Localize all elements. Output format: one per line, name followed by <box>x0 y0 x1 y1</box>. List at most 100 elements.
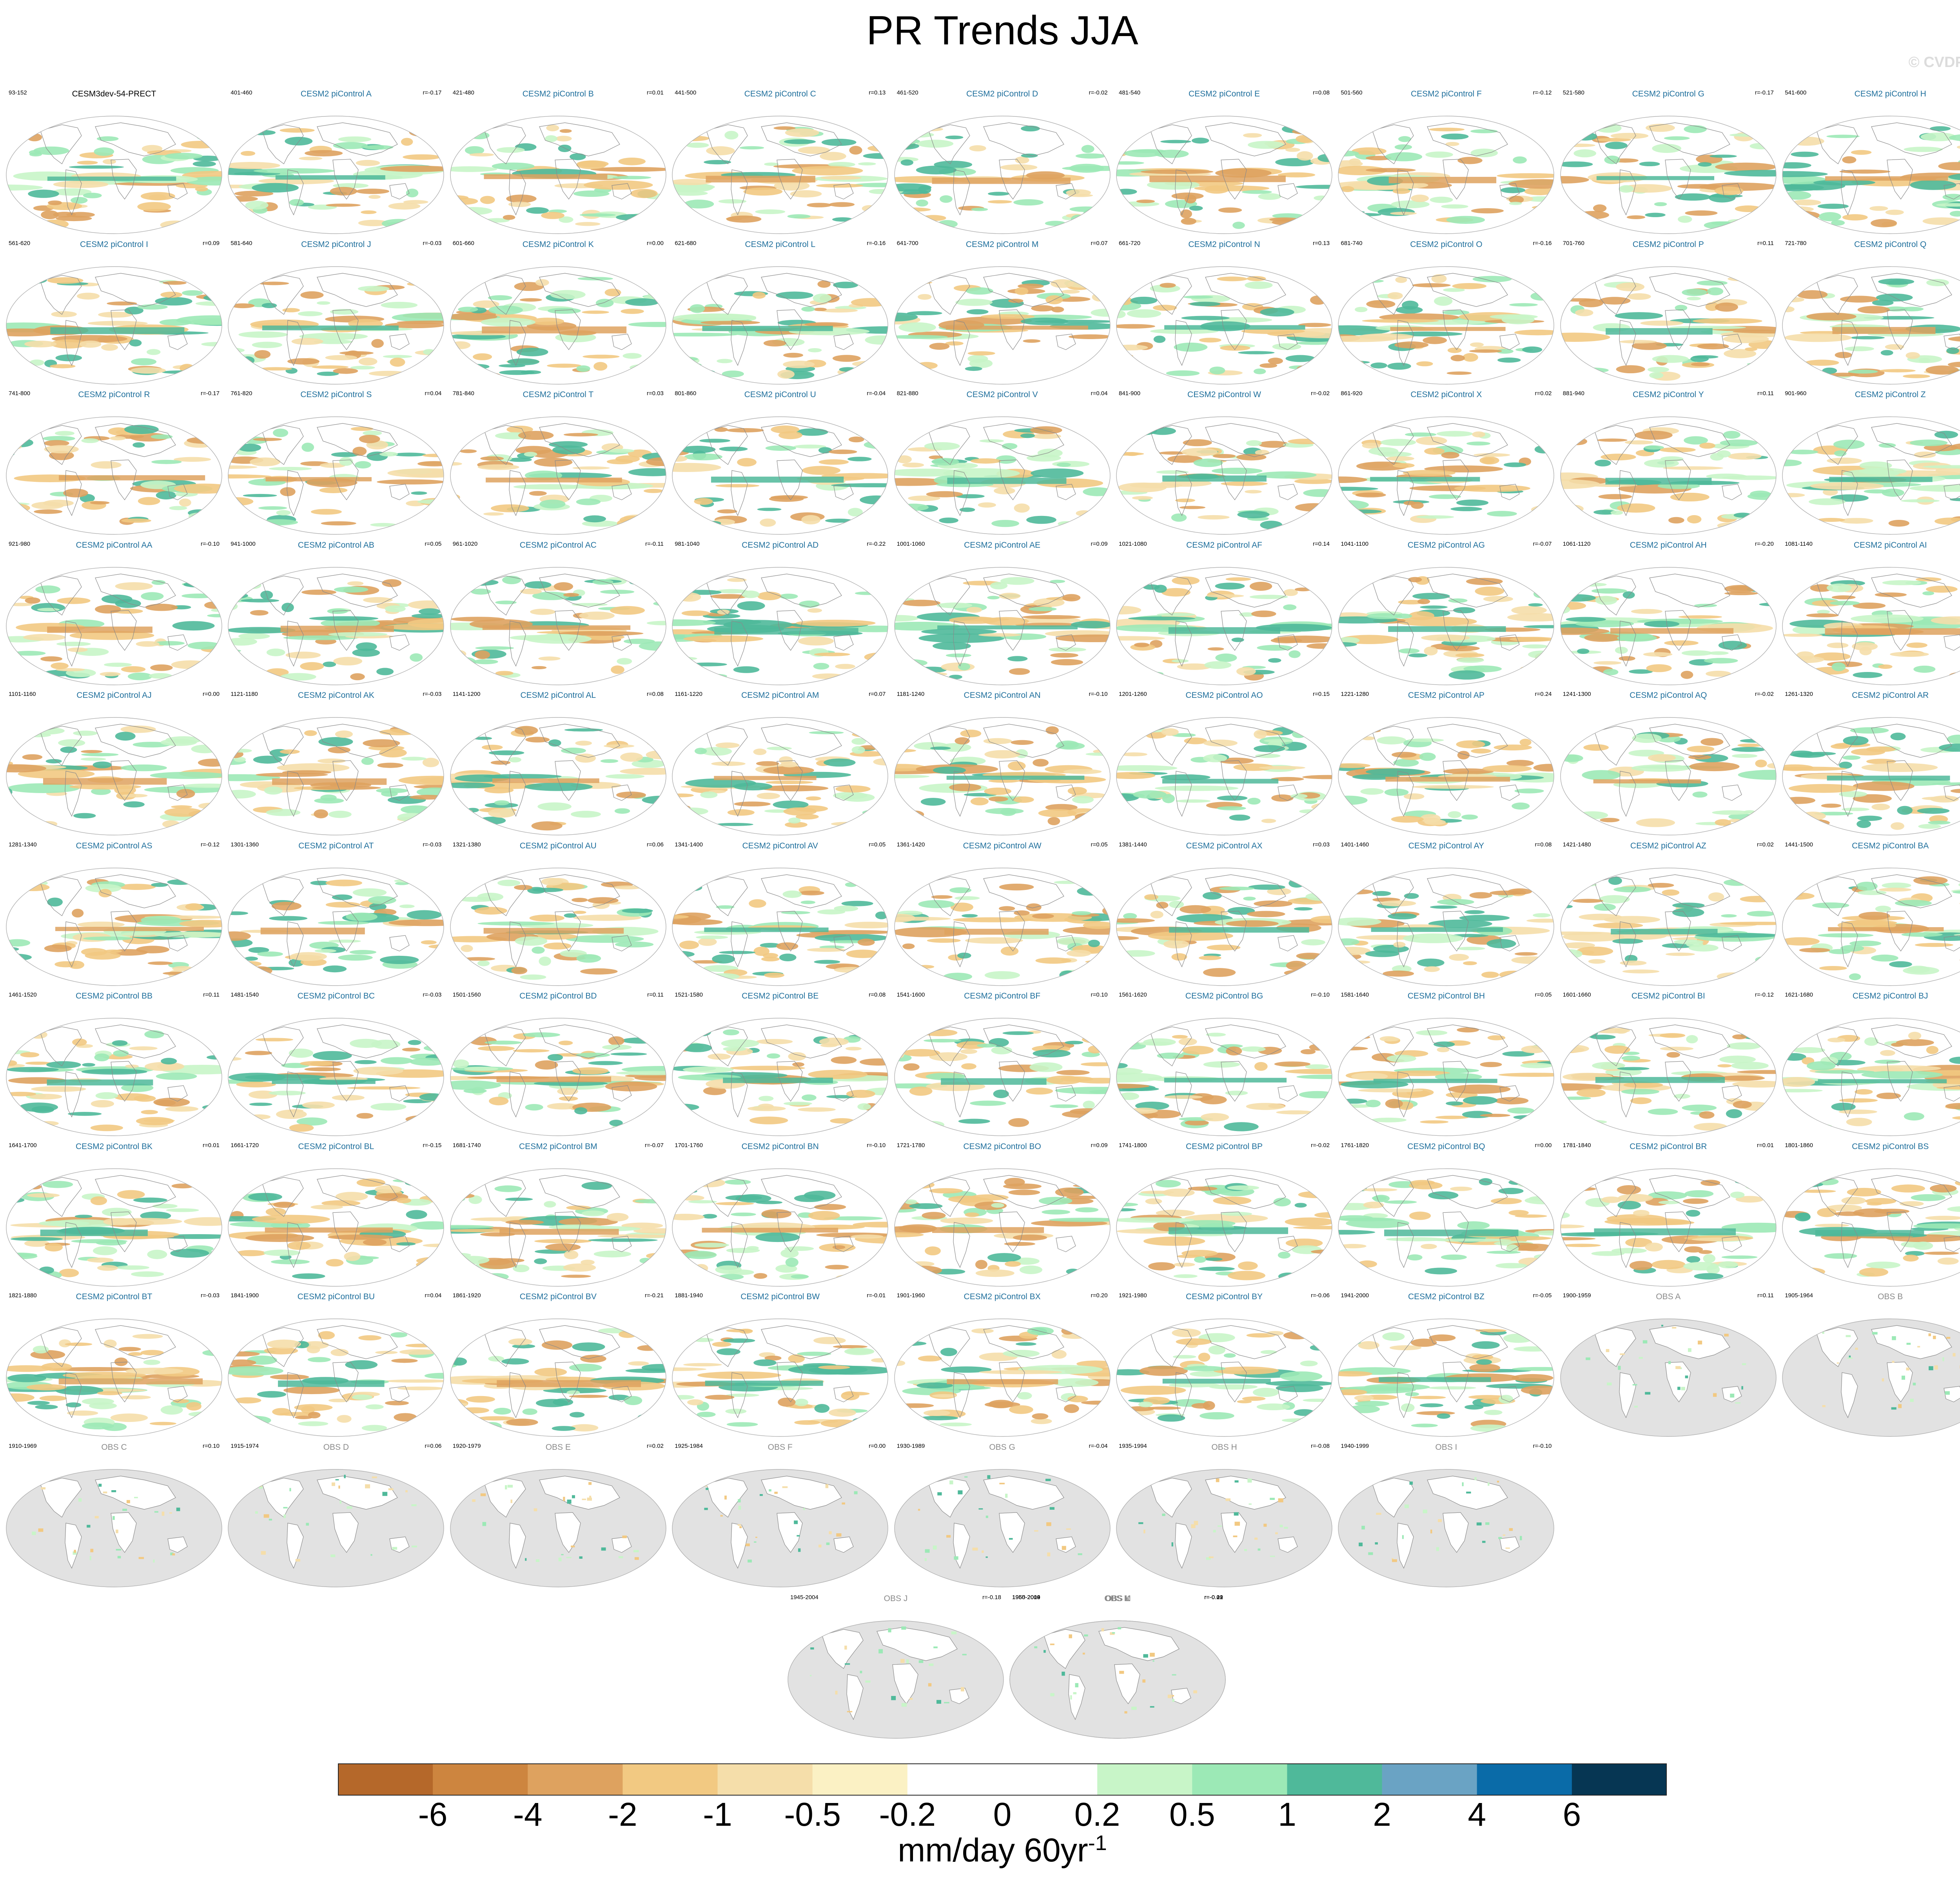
map-cesm2-picontrol-ae <box>894 567 1111 685</box>
colorbar-tick-label: 0 <box>993 1796 1012 1833</box>
panel-years: 1761-1820 <box>1341 1142 1369 1149</box>
map-panel-cesm2-picontrol-bw: CESM2 piControl BW 1881-1940 r=-0.01 <box>669 1292 891 1443</box>
panel-title: CESM2 piControl J <box>301 240 371 249</box>
map-panel-cesm2-picontrol-bo: CESM2 piControl BO 1721-1780 r=0.09 <box>891 1142 1113 1293</box>
panel-title: CESM2 piControl BQ <box>1407 1142 1485 1151</box>
map-cesm2-picontrol-bq <box>1338 1168 1555 1287</box>
map-panel-cesm2-picontrol-s: CESM2 piControl S 761-820 r=0.04 <box>225 390 447 541</box>
panel-years: 1441-1500 <box>1785 841 1813 848</box>
panel-correlation: r=-0.03 <box>423 991 442 998</box>
map-cesm2-picontrol-bt <box>6 1318 222 1437</box>
panel-years: 781-840 <box>452 390 474 397</box>
panel-years: 621-680 <box>675 240 697 247</box>
panel-years: 421-480 <box>452 89 474 96</box>
panel-title: OBS B <box>1878 1292 1903 1301</box>
map-panel-cesm2-picontrol-by: CESM2 piControl BY 1921-1980 r=-0.06 <box>1113 1292 1335 1443</box>
panel-title: CESM2 piControl AR <box>1852 691 1929 700</box>
map-cesm2-picontrol-b <box>450 116 666 234</box>
map-cesm2-picontrol-bo <box>894 1168 1111 1287</box>
map-cesm2-picontrol-ah <box>1560 567 1777 685</box>
panel-years: 961-1020 <box>452 540 478 547</box>
map-cesm2-picontrol-bk <box>6 1168 222 1287</box>
panel-title: CESM2 piControl V <box>966 390 1038 399</box>
panel-years: 1601-1660 <box>1563 991 1591 998</box>
map-panel-cesm2-picontrol-bl: CESM2 piControl BL 1661-1720 r=-0.15 <box>225 1142 447 1293</box>
map-cesm2-picontrol-bj <box>1782 1018 1960 1136</box>
map-cesm2-picontrol-c <box>672 116 888 234</box>
panel-years: 1321-1380 <box>452 841 481 848</box>
map-cesm2-picontrol-i <box>6 266 222 385</box>
panel-correlation: r=0.10 <box>1091 991 1108 998</box>
panel-correlation: r=-0.12 <box>201 841 220 848</box>
panel-years: 1881-1940 <box>675 1292 703 1299</box>
panel-correlation: r=-0.16 <box>1533 240 1552 247</box>
panel-correlation: r=-0.02 <box>1089 89 1108 96</box>
panel-years: 441-500 <box>675 89 697 96</box>
panel-years: 1081-1140 <box>1785 540 1813 547</box>
panel-correlation: r=-0.17 <box>201 390 220 397</box>
map-cesm2-picontrol-ab <box>228 567 445 685</box>
panel-title: CESM2 piControl BL <box>298 1142 374 1151</box>
map-cesm2-picontrol-l <box>672 266 888 385</box>
panel-title: CESM2 piControl BO <box>963 1142 1041 1151</box>
map-panel-cesm2-picontrol-a: CESM2 piControl A 401-460 r=-0.17 <box>225 89 447 240</box>
panel-correlation: r=0.11 <box>1757 1292 1774 1299</box>
panel-correlation: r=0.07 <box>1091 240 1108 247</box>
map-panel-cesm2-picontrol-an: CESM2 piControl AN 1181-1240 r=-0.10 <box>891 691 1113 841</box>
map-cesm2-picontrol-z <box>1782 416 1960 535</box>
panel-years: 1701-1760 <box>675 1142 703 1149</box>
map-cesm2-picontrol-y <box>1560 416 1777 535</box>
colorbar-tick-label: -0.2 <box>879 1796 936 1833</box>
map-cesm2-picontrol-aa <box>6 567 222 685</box>
panel-correlation: r=-0.17 <box>1755 89 1774 96</box>
map-cesm2-picontrol-d <box>894 116 1111 234</box>
map-cesm2-picontrol-bz <box>1338 1318 1555 1437</box>
map-panel-cesm2-picontrol-bp: CESM2 piControl BP 1741-1800 r=-0.02 <box>1113 1142 1335 1293</box>
map-obs-b <box>1782 1318 1960 1437</box>
panel-title: CESM2 piControl O <box>1410 240 1483 249</box>
map-panel-cesm2-picontrol-am: CESM2 piControl AM 1161-1220 r=0.07 <box>669 691 891 841</box>
panel-title: CESM2 piControl AN <box>964 691 1041 700</box>
map-cesm2-picontrol-bd <box>450 1018 666 1136</box>
colorbar-tick-label: -6 <box>418 1796 448 1833</box>
map-cesm2-picontrol-ax <box>1116 867 1332 986</box>
map-panel-cesm2-picontrol-bi: CESM2 piControl BI 1601-1660 r=-0.12 <box>1557 991 1779 1142</box>
panel-title: CESM2 piControl AV <box>742 841 818 850</box>
panel-correlation: r=-0.04 <box>867 390 886 397</box>
map-cesm2-picontrol-bu <box>228 1318 445 1437</box>
map-panel-cesm2-picontrol-j: CESM2 piControl J 581-640 r=-0.03 <box>225 240 447 390</box>
map-obs-a <box>1560 1318 1777 1437</box>
panel-correlation: r=-0.12 <box>1204 1594 1223 1601</box>
panel-title: CESM3dev-54-PRECT <box>72 89 156 98</box>
map-cesm2-picontrol-bm <box>450 1168 666 1287</box>
panel-correlation: r=0.11 <box>647 991 664 998</box>
map-panel-cesm2-picontrol-bc: CESM2 piControl BC 1481-1540 r=-0.03 <box>225 991 447 1142</box>
map-panel-cesm2-picontrol-bk: CESM2 piControl BK 1641-1700 r=0.01 <box>3 1142 225 1293</box>
map-cesm2-picontrol-ad <box>672 567 888 685</box>
panel-title: CESM2 piControl L <box>745 240 816 249</box>
map-panel-cesm2-picontrol-o: CESM2 piControl O 681-740 r=-0.16 <box>1335 240 1557 390</box>
panel-title: OBS K <box>1105 1594 1131 1603</box>
map-cesm2-picontrol-at <box>228 867 445 986</box>
panel-years: 1041-1100 <box>1341 540 1369 547</box>
panel-title: CESM2 piControl AT <box>298 841 374 850</box>
panel-years: 1461-1520 <box>9 991 37 998</box>
map-cesm2-picontrol-bg <box>1116 1018 1332 1136</box>
colorbar <box>338 1763 1667 1796</box>
colorbar-tick-label: 1 <box>1278 1796 1296 1833</box>
panel-correlation: r=0.13 <box>1313 240 1330 247</box>
panel-title: CESM2 piControl E <box>1188 89 1260 98</box>
panel-title: CESM2 piControl AU <box>519 841 597 850</box>
panel-correlation: r=-0.03 <box>423 240 442 247</box>
map-panel-cesm2-picontrol-b: CESM2 piControl B 421-480 r=0.01 <box>447 89 669 240</box>
panel-years: 1121-1180 <box>230 691 258 697</box>
map-panel-cesm2-picontrol-ay: CESM2 piControl AY 1401-1460 r=0.08 <box>1335 841 1557 992</box>
map-obs-h <box>1116 1469 1332 1587</box>
map-panel-cesm2-picontrol-bg: CESM2 piControl BG 1561-1620 r=-0.10 <box>1113 991 1335 1142</box>
map-panel-obs-g: OBS G 1930-1989 r=-0.04 <box>891 1443 1113 1593</box>
colorbar-tick-label: -4 <box>513 1796 543 1833</box>
map-panel-cesm2-picontrol-m: CESM2 piControl M 641-700 r=0.07 <box>891 240 1113 390</box>
map-panel-cesm2-picontrol-bz: CESM2 piControl BZ 1941-2000 r=-0.05 <box>1335 1292 1557 1443</box>
panel-title: CESM2 piControl Z <box>1855 390 1926 399</box>
panel-correlation: r=0.05 <box>1091 841 1108 848</box>
